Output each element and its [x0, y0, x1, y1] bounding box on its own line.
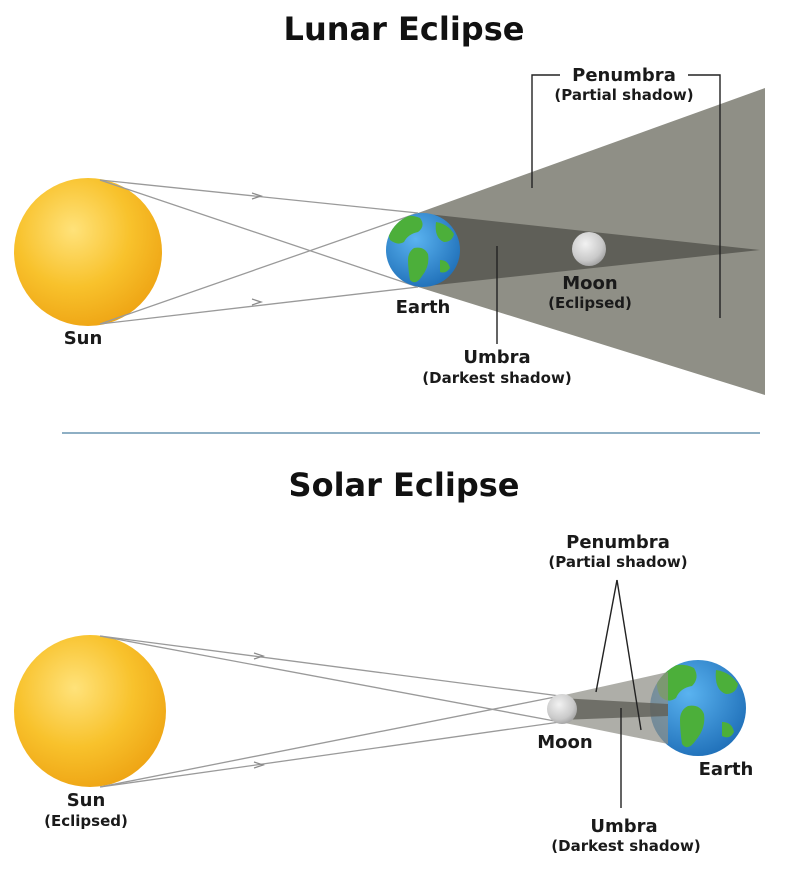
lunar-title: Lunar Eclipse: [284, 10, 525, 48]
lunar-ray-arrow-icon: [251, 298, 264, 306]
lunar-ray: [99, 212, 419, 325]
solar-ray: [99, 635, 561, 723]
solar-penumbra-leader: [595, 579, 618, 693]
solar-umbra-label: Umbra: [590, 816, 657, 837]
lunar-ray: [99, 286, 419, 325]
lunar-penumbra-sub-label: (Partial shadow): [554, 86, 693, 104]
lunar-umbra-sub-label: (Darkest shadow): [422, 369, 571, 387]
solar-earth-label: Earth: [699, 759, 754, 780]
lunar-penumbra-leader: [531, 74, 560, 188]
solar-sun-icon: [14, 635, 166, 787]
solar-sun-label: Sun: [67, 790, 106, 811]
solar-penumbra-sub-label: (Partial shadow): [548, 553, 687, 571]
solar-penumbra-leader: [616, 579, 642, 731]
solar-ray-arrow-icon: [253, 761, 266, 769]
lunar-moon-sub-label: (Eclipsed): [548, 294, 632, 312]
lunar-penumbra-label: Penumbra: [572, 65, 676, 86]
solar-penumbra-label: Penumbra: [566, 532, 670, 553]
solar-moon-icon: [547, 694, 577, 724]
solar-ray: [99, 695, 561, 788]
solar-sun-sub-label: (Eclipsed): [44, 812, 128, 830]
lunar-moon-icon: [572, 232, 606, 266]
lunar-earth-icon: [386, 213, 460, 287]
lunar-earth-label: Earth: [396, 297, 451, 318]
lunar-eclipse-panel: Lunar Eclipse Penumbra (: [14, 10, 765, 395]
solar-eclipse-panel: Solar Eclipse Penumbra (Parti: [14, 466, 753, 855]
solar-moon-label: Moon: [537, 732, 592, 753]
solar-title: Solar Eclipse: [289, 466, 520, 504]
lunar-sun-icon: [14, 178, 162, 326]
lunar-ray: [99, 179, 419, 288]
solar-ray: [99, 721, 561, 788]
lunar-ray-arrow-icon: [251, 192, 264, 200]
solar-ray: [99, 635, 561, 697]
lunar-umbra-label: Umbra: [463, 347, 530, 368]
solar-umbra-sub-label: (Darkest shadow): [551, 837, 700, 855]
lunar-sun-label: Sun: [64, 328, 103, 349]
lunar-moon-label: Moon: [562, 273, 617, 294]
lunar-penumbra-leader: [688, 74, 721, 318]
solar-ray-arrow-icon: [253, 652, 266, 660]
solar-umbra-shape: [560, 698, 668, 720]
